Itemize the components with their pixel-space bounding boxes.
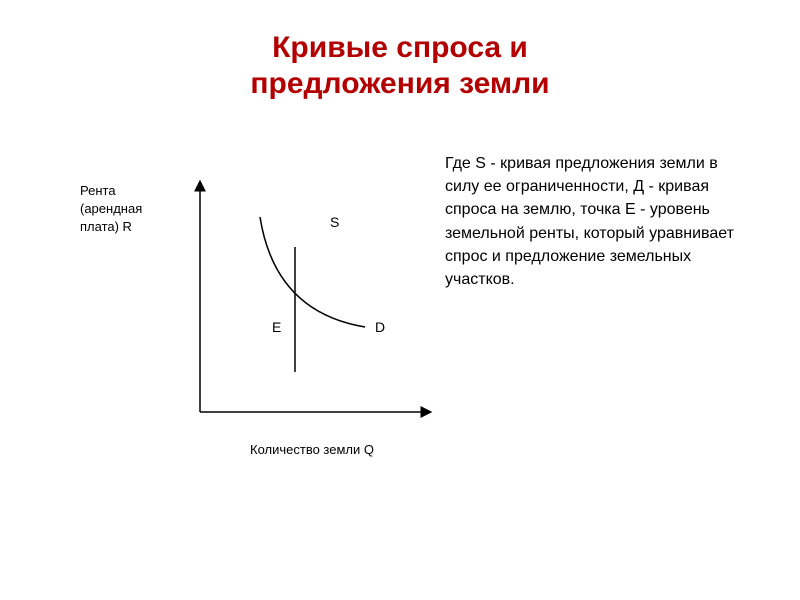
y-axis-label: Рента (арендная плата) R [80,182,142,237]
y-axis-label-line-3: плата) R [80,218,142,236]
y-axis-label-line-1: Рента [80,182,142,200]
chart-label-s: S [330,214,339,230]
title-line-2: предложения земли [0,66,800,102]
description-text: Где S - кривая предложения земли в силу … [445,152,750,291]
chart-panel: Рента (арендная плата) R SED Количество … [50,152,435,291]
description-panel: Где S - кривая предложения земли в силу … [435,152,750,291]
supply-demand-chart: S E D [180,172,440,432]
content-area: Рента (арендная плата) R SED Количество … [0,152,800,291]
x-axis-label: Количество земли Q [250,442,374,457]
title-line-1: Кривые спроса и [0,30,800,66]
chart-label-e: E [272,319,281,335]
y-axis-label-line-2: (арендная [80,200,142,218]
slide-title: Кривые спроса и предложения земли [0,0,800,102]
chart-label-d: D [375,319,385,335]
